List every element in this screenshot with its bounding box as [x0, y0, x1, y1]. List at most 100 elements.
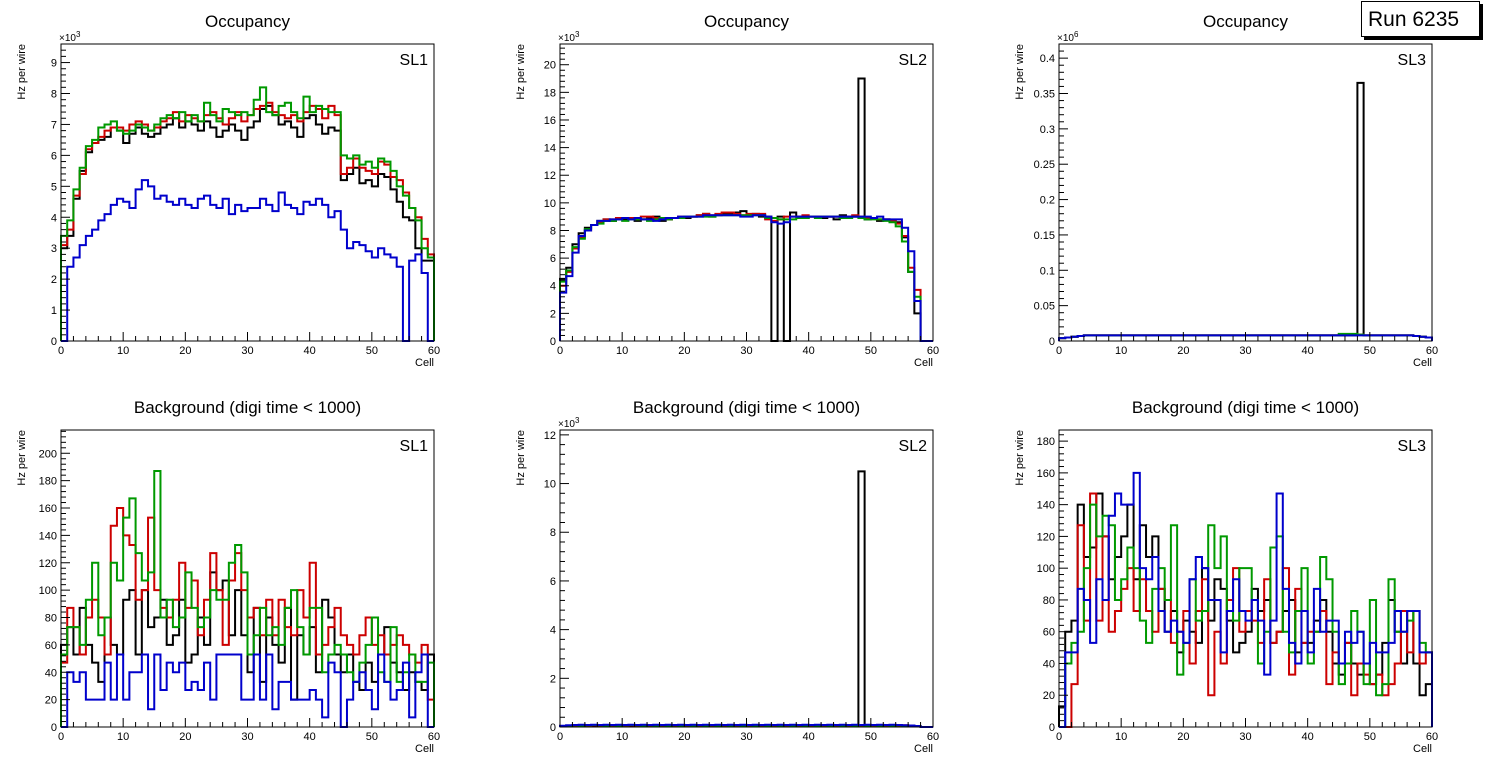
x-tick-label: 20	[678, 731, 690, 743]
series-line-blue	[1058, 334, 1433, 341]
x-tick-label: 30	[1239, 731, 1251, 743]
y-axis-exponent-power: 3	[76, 30, 81, 39]
y-tick-label: 180	[1037, 436, 1055, 448]
y-axis-exponent: ×103	[558, 30, 580, 44]
x-axis-label: Cell	[415, 743, 434, 755]
x-tick-label: 20	[678, 345, 690, 357]
y-tick-label: 200	[39, 448, 57, 460]
y-tick-label: 5	[51, 181, 57, 193]
chart-title: Background (digi time < 1000)	[633, 398, 860, 417]
x-axis-label: Cell	[415, 357, 434, 369]
y-tick-label: 1	[51, 305, 57, 317]
x-tick-label: 40	[304, 345, 316, 357]
y-tick-label: 80	[1043, 595, 1055, 607]
y-tick-label: 10	[544, 479, 556, 491]
plot-frame	[1058, 43, 1433, 342]
x-axis-label: Cell	[1413, 743, 1432, 755]
y-axis-exponent: ×106	[1057, 30, 1079, 44]
y-tick-label: 140	[1037, 500, 1055, 512]
x-tick-label: 10	[1115, 731, 1127, 743]
superlayer-label: SL1	[400, 52, 429, 69]
y-tick-label: 0	[550, 722, 556, 734]
y-axis-exponent: ×103	[558, 416, 580, 430]
y-axis-exponent-power: 3	[575, 30, 580, 39]
y-tick-label: 0	[51, 722, 57, 734]
y-tick-label: 18	[544, 87, 556, 99]
x-tick-label: 50	[366, 345, 378, 357]
y-tick-label: 2	[550, 673, 556, 685]
x-tick-label: 60	[927, 345, 939, 357]
y-tick-label: 6	[51, 150, 57, 162]
series-line-red	[559, 211, 933, 342]
y-axis-label: Hz per wire	[16, 44, 28, 100]
series-line-black	[1058, 81, 1433, 341]
y-tick-label: 60	[1043, 627, 1055, 639]
chart-panel-2: Occupancy 0 10 20 30 40 50 60 0 2 4 6 8 10 12 14 16 18 20 C…	[515, 12, 939, 369]
chart-title: Occupancy	[704, 12, 790, 31]
chart-panel-6: Background (digi time < 1000) 0 10 20 30 40 50…	[1014, 398, 1438, 755]
y-tick-label: 120	[1037, 531, 1055, 543]
y-tick-label: 0	[51, 336, 57, 348]
series-line-blue	[61, 179, 434, 342]
y-tick-label: 0.2	[1040, 195, 1055, 207]
x-tick-label: 40	[803, 345, 815, 357]
chart-panel-4: Background (digi time < 1000) 0 10 20 30 40 50…	[16, 398, 440, 755]
x-axis-label: Cell	[1413, 357, 1432, 369]
chart-panel-1: Occupancy 0 10 20 30 40 50 60 0 1 2 3 4 5 6 7 8 9 Cell Hz p…	[16, 12, 440, 369]
y-tick-label: 60	[45, 640, 57, 652]
y-tick-label: 8	[550, 225, 556, 237]
series-line-blue	[1059, 471, 1433, 728]
x-tick-label: 60	[927, 731, 939, 743]
plot-frame	[559, 429, 934, 728]
superlayer-label: SL3	[1398, 438, 1427, 455]
y-axis-exponent: ×103	[59, 30, 81, 44]
series-line-green	[559, 214, 933, 342]
x-tick-label: 10	[616, 731, 628, 743]
y-tick-label: 0	[1049, 722, 1055, 734]
x-tick-label: 0	[58, 731, 64, 743]
x-tick-label: 60	[428, 345, 440, 357]
x-tick-label: 60	[1426, 345, 1438, 357]
y-tick-label: 160	[1037, 468, 1055, 480]
x-tick-label: 50	[1364, 731, 1376, 743]
series-line-black	[559, 470, 933, 728]
y-tick-label: 4	[51, 212, 57, 224]
y-tick-label: 120	[39, 558, 57, 570]
superlayer-label: SL3	[1398, 52, 1427, 69]
x-tick-label: 60	[1426, 731, 1438, 743]
y-tick-label: 6	[550, 253, 556, 265]
x-tick-label: 0	[1056, 345, 1062, 357]
superlayer-label: SL2	[899, 438, 928, 455]
x-tick-label: 60	[428, 731, 440, 743]
y-tick-label: 100	[1037, 563, 1055, 575]
x-tick-label: 20	[179, 345, 191, 357]
run-number-label: Run 6235	[1361, 1, 1480, 37]
x-tick-label: 40	[304, 731, 316, 743]
series-line-black	[559, 77, 933, 342]
y-tick-label: 0.1	[1040, 265, 1055, 277]
x-tick-label: 40	[803, 731, 815, 743]
x-tick-label: 50	[366, 731, 378, 743]
y-tick-label: 8	[550, 527, 556, 539]
x-tick-label: 10	[1115, 345, 1127, 357]
x-tick-label: 20	[1177, 731, 1189, 743]
chart-panel-3: Occupancy 0 10 20 30 40 50 60 0 0.05 0.1 0.15 0.2 0.2…	[1014, 12, 1438, 369]
x-tick-label: 30	[740, 731, 752, 743]
y-tick-label: 12	[544, 430, 556, 442]
y-tick-label: 20	[1043, 690, 1055, 702]
x-tick-label: 40	[1302, 731, 1314, 743]
x-tick-label: 20	[179, 731, 191, 743]
y-tick-label: 12	[544, 170, 556, 182]
y-tick-label: 0.4	[1040, 53, 1055, 65]
x-tick-label: 50	[1364, 345, 1376, 357]
series-line-blue	[559, 214, 933, 342]
x-tick-label: 10	[616, 345, 628, 357]
superlayer-label: SL2	[899, 52, 928, 69]
y-tick-label: 140	[39, 530, 57, 542]
y-axis-label: Hz per wire	[1014, 44, 1026, 100]
series-line-blue	[61, 653, 434, 728]
series-line-green	[60, 470, 435, 727]
x-tick-label: 30	[740, 345, 752, 357]
y-tick-label: 4	[550, 281, 556, 293]
x-tick-label: 30	[241, 345, 253, 357]
